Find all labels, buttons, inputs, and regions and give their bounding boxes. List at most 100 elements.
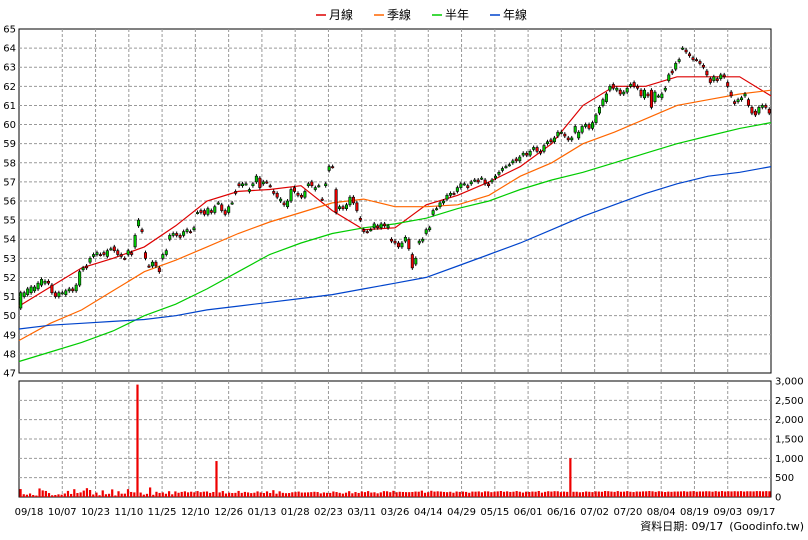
candle-body — [746, 99, 750, 106]
candle-body — [740, 97, 744, 101]
volume-bar — [667, 491, 670, 497]
candle-body — [493, 175, 498, 179]
candle-body — [545, 141, 549, 144]
candle-body — [154, 261, 158, 267]
candle-body — [185, 229, 189, 232]
candle-body — [591, 122, 595, 129]
volume-bar — [164, 493, 168, 497]
volume-bar — [664, 492, 667, 497]
volume-bar — [104, 494, 107, 497]
candle-body — [677, 59, 681, 62]
candle-body — [237, 183, 241, 187]
candle-body — [698, 61, 702, 64]
candle-body — [376, 225, 380, 229]
candle-body — [369, 229, 373, 232]
volume-tick-label: 3,000 — [775, 377, 804, 388]
candle-body — [43, 280, 47, 284]
volume-bar — [57, 494, 60, 497]
candle-body — [407, 238, 411, 250]
price-tick-label: 47 — [3, 369, 16, 380]
x-tick-label: 07/02 — [580, 507, 609, 518]
volume-bar — [610, 491, 613, 497]
candle-body — [26, 288, 30, 295]
price-tick-label: 63 — [3, 63, 16, 74]
volume-bar — [423, 492, 427, 497]
volume-bar — [594, 491, 597, 497]
volume-bar — [521, 492, 525, 497]
candle-body — [580, 126, 584, 133]
candle-body — [442, 200, 446, 204]
candle-body — [112, 246, 116, 251]
volume-bar — [240, 492, 243, 497]
volume-bar — [51, 495, 54, 497]
volume-bar — [493, 491, 496, 497]
volume-tick-label: 2,500 — [775, 396, 804, 407]
volume-bar — [278, 491, 281, 497]
volume-bar — [256, 491, 259, 497]
candle-body — [268, 185, 272, 188]
candle-body — [362, 229, 366, 232]
x-tick-label: 03/26 — [381, 507, 410, 518]
candle-body — [67, 288, 71, 292]
candle-body — [74, 284, 78, 292]
candle-body — [116, 250, 120, 255]
volume-bar — [130, 491, 133, 497]
x-tick-label: 10/07 — [48, 507, 77, 518]
volume-bar — [73, 489, 76, 497]
x-tick-label: 04/14 — [414, 507, 443, 518]
volume-bar — [490, 492, 493, 497]
candle-body — [137, 219, 141, 227]
candle-body — [130, 252, 134, 255]
volume-bar — [19, 489, 22, 497]
volume-bar — [190, 491, 193, 497]
volume-bar — [695, 491, 698, 497]
volume-bar — [733, 491, 736, 497]
candle-body — [455, 187, 459, 192]
volume-bar — [768, 491, 771, 497]
volume-bar — [325, 492, 329, 497]
price-tick-label: 50 — [3, 311, 16, 322]
volume-bar — [758, 491, 762, 497]
candle-body — [175, 233, 179, 236]
volume-bar — [370, 492, 373, 497]
candle-body — [46, 280, 50, 284]
footer: 資料日期: 09/17 (Goodinfo.tw) — [640, 519, 804, 533]
candle-body — [310, 181, 314, 187]
candle-body — [81, 267, 85, 271]
volume-bar — [79, 492, 82, 497]
candle-body — [241, 183, 245, 187]
volume-bar — [107, 493, 111, 497]
x-tick-label: 10/23 — [81, 507, 110, 518]
volume-bar — [82, 490, 85, 497]
candle-body — [78, 271, 82, 286]
candle-body — [480, 177, 484, 180]
candle-body — [272, 191, 276, 194]
volume-bar — [439, 491, 442, 497]
price-tick-label: 61 — [3, 101, 16, 112]
volume-bar — [550, 491, 553, 497]
volume-bar — [329, 492, 332, 497]
volume-bar — [183, 491, 186, 497]
volume-bar — [714, 491, 717, 497]
volume-bar — [553, 491, 556, 497]
candle-body — [29, 286, 33, 294]
volume-bar — [32, 494, 35, 497]
candle-body — [528, 151, 532, 156]
price-tick-label: 56 — [3, 197, 16, 208]
volume-bar — [464, 491, 468, 497]
candle-body — [681, 47, 685, 50]
volume-bar — [221, 491, 224, 497]
volume-bar — [177, 492, 180, 497]
candle-body — [705, 70, 709, 76]
candle-body — [331, 166, 335, 169]
volume-bar — [427, 492, 430, 497]
candle-body — [604, 93, 608, 102]
volume-bar — [442, 491, 446, 497]
candle-body — [514, 158, 518, 162]
volume-bar — [670, 491, 673, 497]
volume-bar — [540, 492, 544, 497]
candle-body — [639, 89, 643, 97]
candle-body — [719, 74, 723, 79]
candle-body — [292, 187, 297, 192]
volume-bar — [528, 491, 531, 497]
